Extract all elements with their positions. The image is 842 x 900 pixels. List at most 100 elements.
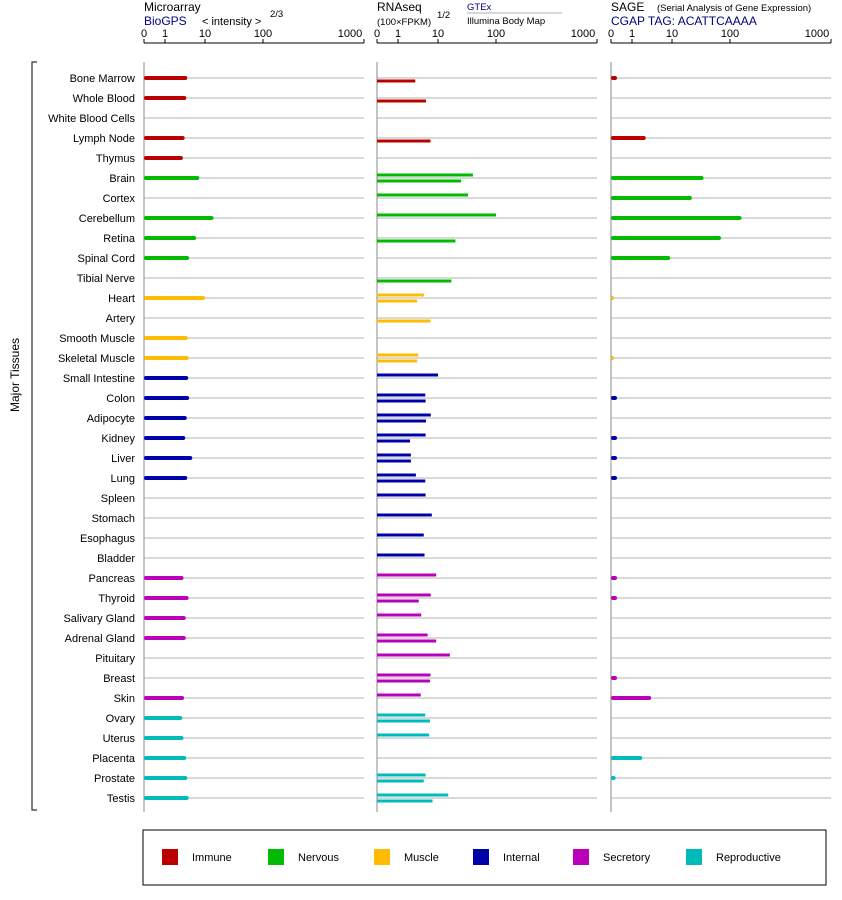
tissue-label: White Blood Cells <box>48 113 135 125</box>
y-axis-label: Major Tissues <box>8 338 22 412</box>
tissue-label: Smooth Muscle <box>59 333 135 345</box>
bar-0-34-0 <box>144 756 187 760</box>
tissue-label: Spinal Cord <box>78 253 135 265</box>
rnaseq-source-illumina: Illumina Body Map <box>467 16 545 27</box>
panel-title-1: RNAseq <box>377 0 422 14</box>
bar-0-7-0 <box>144 216 214 220</box>
bar-2-26-0 <box>611 596 618 600</box>
bar-2-19-0 <box>611 456 618 460</box>
legend-swatch-secretory <box>573 849 589 865</box>
legend-swatch-immune <box>162 849 178 865</box>
bar-1-10-1 <box>377 279 452 283</box>
bar-0-9-0 <box>144 256 190 260</box>
bar-0-17-0 <box>144 416 187 420</box>
sage-fullname: (Serial Analysis of Gene Expression) <box>657 3 811 14</box>
bar-1-30-0 <box>377 673 431 677</box>
tissue-label: Whole Blood <box>73 93 135 105</box>
bar-1-32-0 <box>377 713 426 717</box>
bar-1-7-0 <box>377 213 496 217</box>
tissue-label: Breast <box>103 673 135 685</box>
bar-0-1-0 <box>144 96 187 100</box>
bar-1-5-0 <box>377 173 473 177</box>
bar-1-25-0 <box>377 573 437 577</box>
sage-tag: CGAP TAG: ACATTCAAAA <box>611 14 757 28</box>
bar-0-28-0 <box>144 636 186 640</box>
tick-label-1-0: 0 <box>374 28 380 40</box>
tick-label-2-0: 0 <box>608 28 614 40</box>
bar-2-30-0 <box>611 676 618 680</box>
tick-label-2-1: 1 <box>629 28 635 40</box>
legend-label-reproductive: Reproductive <box>716 852 781 864</box>
tissue-label: Testis <box>107 793 136 805</box>
tissue-label: Tibial Nerve <box>77 273 135 285</box>
tick-label-0-1: 1 <box>162 28 168 40</box>
bar-2-16-0 <box>611 396 618 400</box>
tick-label-0-0: 0 <box>141 28 147 40</box>
bar-0-33-0 <box>144 736 184 740</box>
panel-unit-exp-0: 2/3 <box>270 9 283 20</box>
panel-title-0: Microarray <box>144 0 201 14</box>
bar-0-25-0 <box>144 576 184 580</box>
tick-label-2-4: 1000 <box>805 28 829 40</box>
bar-1-18-1 <box>377 439 411 443</box>
legend-label-muscle: Muscle <box>404 852 439 864</box>
bar-0-4-0 <box>144 156 183 160</box>
panel-unit-exp-1: 1/2 <box>437 10 450 21</box>
bar-2-34-0 <box>611 756 643 760</box>
bar-0-19-0 <box>144 456 193 460</box>
bar-1-20-0 <box>377 473 416 477</box>
tissue-label: Brain <box>109 173 135 185</box>
panel-unit-0: < intensity > <box>202 16 261 28</box>
bar-1-35-1 <box>377 779 424 783</box>
bar-1-23-0 <box>377 533 424 537</box>
bar-1-32-1 <box>377 719 430 723</box>
bar-1-30-1 <box>377 679 430 683</box>
bar-1-29-0 <box>377 653 450 657</box>
tick-label-1-1: 1 <box>395 28 401 40</box>
bar-1-26-1 <box>377 599 419 603</box>
bar-2-18-0 <box>611 436 618 440</box>
bar-1-16-1 <box>377 399 426 403</box>
tick-label-0-2: 10 <box>199 28 211 40</box>
tissue-label: Adrenal Gland <box>65 633 135 645</box>
bar-2-20-0 <box>611 476 618 480</box>
bar-1-14-1 <box>377 359 418 363</box>
bar-1-28-0 <box>377 633 428 637</box>
bar-1-0-1 <box>377 79 416 83</box>
bar-2-14-0 <box>611 356 614 360</box>
bar-1-20-1 <box>377 479 426 483</box>
bar-2-0-0 <box>611 76 618 80</box>
bar-0-8-0 <box>144 236 197 240</box>
bar-0-5-0 <box>144 176 200 180</box>
tick-label-2-3: 100 <box>721 28 739 40</box>
bar-0-32-0 <box>144 716 183 720</box>
tissue-label: Pancreas <box>89 573 136 585</box>
bar-0-18-0 <box>144 436 186 440</box>
legend-label-secretory: Secretory <box>603 852 651 864</box>
tick-label-1-4: 1000 <box>571 28 595 40</box>
bar-1-19-0 <box>377 453 411 457</box>
bar-1-11-1 <box>377 299 418 303</box>
bar-0-27-0 <box>144 616 186 620</box>
tissue-label: Skin <box>114 693 135 705</box>
bar-0-13-0 <box>144 336 188 340</box>
panel-unit-1: (100×FPKM) <box>377 17 431 28</box>
tissue-label: Cerebellum <box>79 213 135 225</box>
bar-0-31-0 <box>144 696 185 700</box>
bar-0-11-0 <box>144 296 206 300</box>
bar-1-36-0 <box>377 793 449 797</box>
tissue-bracket <box>31 61 37 811</box>
panel-subtitle-0: BioGPS <box>144 14 187 28</box>
tissue-label: Lung <box>111 473 135 485</box>
tissue-label: Small Intestine <box>63 373 135 385</box>
bar-2-7-0 <box>611 216 742 220</box>
bar-1-36-1 <box>377 799 433 803</box>
bar-1-18-0 <box>377 433 426 437</box>
tissue-label: Kidney <box>101 433 135 445</box>
tissue-label: Colon <box>106 393 135 405</box>
tick-label-1-3: 100 <box>487 28 505 40</box>
tissue-label: Thyroid <box>98 593 135 605</box>
bar-1-3-1 <box>377 139 431 143</box>
tissue-label: Stomach <box>92 513 135 525</box>
bar-2-5-0 <box>611 176 704 180</box>
